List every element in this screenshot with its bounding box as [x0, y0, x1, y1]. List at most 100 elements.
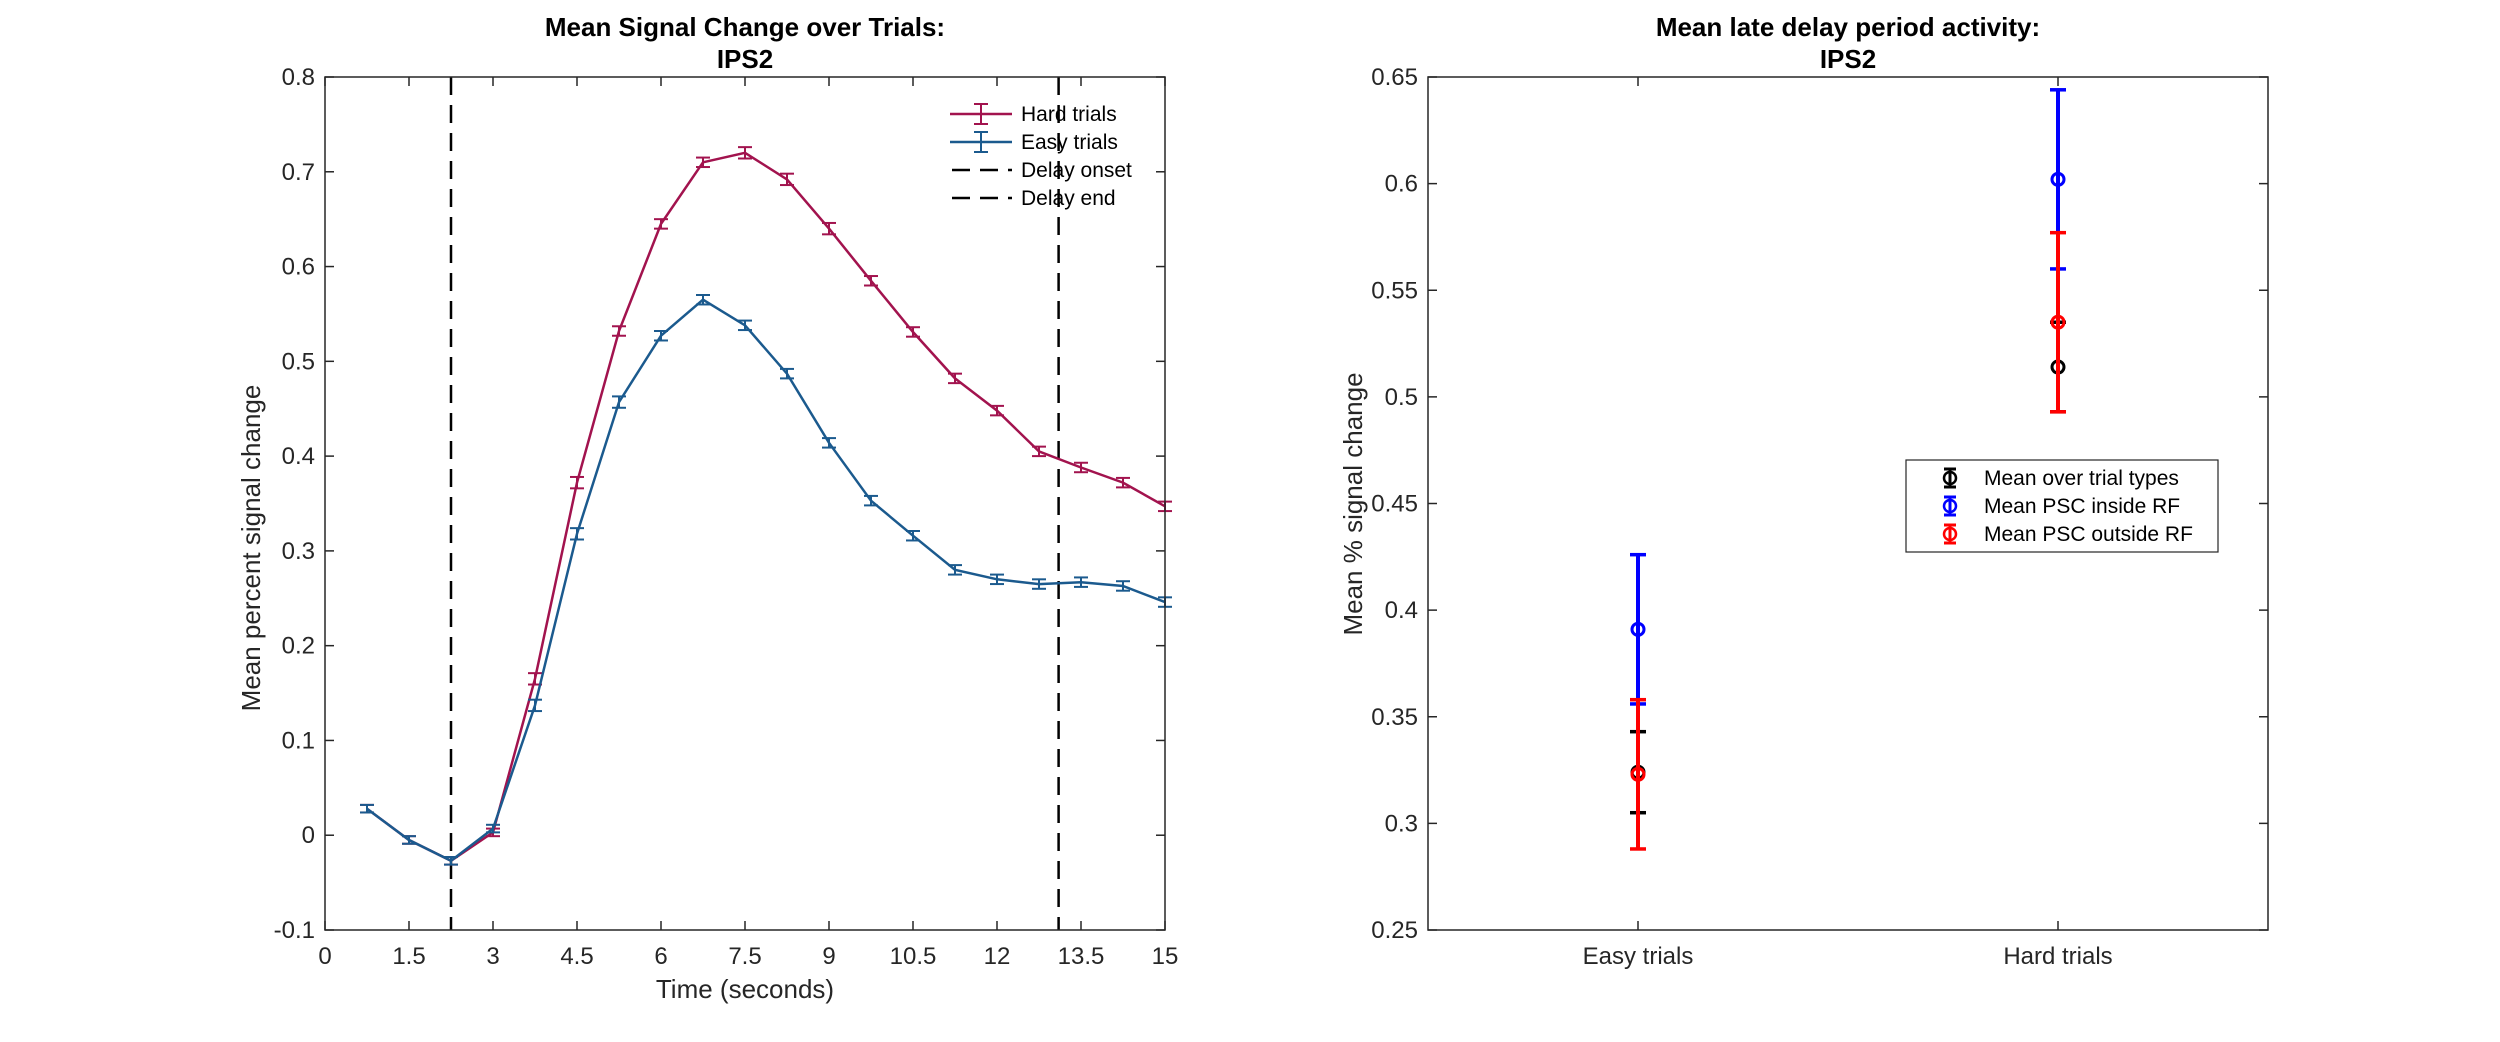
- chart1-data-point: [864, 494, 878, 507]
- chart2-data-point: [1630, 697, 1646, 851]
- chart2-legend: Mean over trial types Mean PSC inside RF M…: [1905, 459, 2219, 553]
- chart1-data-point: [864, 275, 878, 287]
- chart1-data-point: [1116, 580, 1130, 592]
- chart2-y-tick-label: 0.45: [1371, 491, 1418, 518]
- chart1-series-line: [366, 298, 1166, 863]
- chart1-data-point: [696, 293, 710, 306]
- chart1-data-point: [612, 395, 626, 409]
- chart1-legend-label: Delay onset: [1021, 159, 1132, 182]
- chart2-legend-swatch-marker: [1942, 498, 1958, 514]
- chart2-x-tick-label: Hard trials: [2003, 943, 2112, 970]
- chart1-y-tick-label: 0.8: [282, 64, 315, 91]
- chart1-series-line: [366, 151, 1166, 863]
- chart2-legend-item: Mean PSC inside RF: [1942, 495, 2180, 518]
- chart1-data-point: [990, 573, 1004, 586]
- chart1-data-point: [612, 325, 626, 337]
- chart1-data-point: [1032, 445, 1046, 458]
- chart2-y-tick-label: 0.4: [1385, 597, 1418, 624]
- chart1-y-tick-label: 0.3: [282, 538, 315, 565]
- signal-change-chart: Mean Signal Change over Trials: IPS2 Tim…: [236, 12, 1178, 1004]
- chart1-series-easy-trials: [360, 293, 1172, 866]
- chart1-data-point: [528, 698, 542, 713]
- chart2-series-mean-psc-inside-rf: [1630, 88, 2066, 706]
- chart1-data-point: [444, 856, 458, 866]
- chart1-data-point: [1116, 476, 1130, 489]
- chart1-legend-label: Hard trials: [1021, 103, 1117, 126]
- chart1-data-point: [738, 319, 752, 332]
- chart2-legend-label: Mean PSC inside RF: [1984, 495, 2180, 518]
- chart2-legend-swatch-marker: [1942, 470, 1958, 486]
- chart1-x-axis-label: Time (seconds): [656, 974, 834, 1004]
- chart2-y-tick-label: 0.25: [1371, 917, 1418, 944]
- chart1-y-tick-label: 0.1: [282, 727, 315, 754]
- chart2-ticks: Easy trials Hard trials 0.25 0.3 0.35 0.4 0.45…: [1371, 64, 2268, 970]
- chart2-title: Mean late delay period activity:: [1656, 12, 2040, 42]
- chart1-y-tick-label: 0.2: [282, 633, 315, 660]
- chart1-x-tick-label: 6: [654, 943, 667, 970]
- chart1-data-point: [1074, 461, 1088, 474]
- chart2-y-tick-label: 0.3: [1385, 810, 1418, 837]
- chart1-data-point: [1032, 578, 1046, 590]
- chart2-axes-frame: [1427, 76, 2269, 931]
- chart1-data-point: [948, 372, 962, 385]
- chart2-marker: [1630, 621, 1646, 637]
- chart2-series: [1630, 88, 2066, 851]
- chart1-x-tick-label: 1.5: [392, 943, 425, 970]
- chart1-data-point: [570, 475, 584, 490]
- chart1-data-point: [822, 221, 836, 236]
- chart1-data-point: [780, 172, 794, 187]
- chart1-data-point: [822, 437, 836, 449]
- chart1-x-tick-label: 15: [1152, 943, 1179, 970]
- chart1-ticks: 0 1.5 3 4.5 6 7.5 9 10.5 12 13.5 15-0.100.10.20.30…: [274, 64, 1179, 970]
- chart1-legend-item: Easy trials: [950, 131, 1118, 154]
- chart2-y-tick-label: 0.65: [1371, 64, 1418, 91]
- chart1-delay-lines: [449, 77, 1060, 930]
- chart2-data-point: [2050, 230, 2066, 414]
- chart1-x-tick-label: 13.5: [1058, 943, 1105, 970]
- chart1-x-tick-label: 4.5: [560, 943, 593, 970]
- chart1-data-point: [948, 564, 962, 576]
- chart2-legend-item: Mean PSC outside RF: [1942, 523, 2193, 546]
- chart1-data-point: [780, 367, 794, 380]
- chart2-legend-label: Mean over trial types: [1984, 467, 2179, 490]
- chart1-data-point: [1074, 576, 1088, 588]
- chart1-x-tick-label: 3: [486, 943, 499, 970]
- chart1-data-point: [990, 404, 1004, 417]
- chart1-data-point: [402, 835, 416, 845]
- chart1-legend-item: Delay end: [952, 187, 1116, 210]
- chart2-marker: [2050, 314, 2066, 330]
- chart2-legend-box: [1905, 459, 2219, 553]
- chart1-data-point: [654, 330, 668, 342]
- chart1-y-tick-label: -0.1: [274, 917, 315, 944]
- chart1-x-tick-label: 10.5: [890, 943, 937, 970]
- chart2-legend-swatch-marker: [1942, 526, 1958, 542]
- chart1-y-tick-label: 0: [302, 822, 315, 849]
- chart1-legend: Hard trials Easy trials Delay onset Delay e…: [950, 103, 1132, 210]
- chart1-legend-label: Easy trials: [1021, 131, 1118, 154]
- chart1-y-tick-label: 0.4: [282, 443, 315, 470]
- chart1-y-tick-label: 0.6: [282, 254, 315, 281]
- chart1-x-tick-label: 7.5: [728, 943, 761, 970]
- chart2-y-tick-label: 0.55: [1371, 277, 1418, 304]
- chart2-y-tick-label: 0.6: [1385, 171, 1418, 198]
- chart1-subtitle: IPS2: [717, 44, 773, 74]
- chart2-series-mean-over-trial-types: [1630, 320, 2066, 815]
- chart1-y-axis-label: Mean percent signal change: [236, 385, 266, 712]
- late-delay-activity-chart: Mean late delay period activity: IPS2 Me…: [1338, 12, 2269, 970]
- chart1-data-point: [570, 527, 584, 541]
- chart2-legend-label: Mean PSC outside RF: [1984, 523, 2193, 546]
- chart1-data-point: [654, 218, 668, 230]
- chart2-x-tick-label: Easy trials: [1583, 943, 1694, 970]
- chart1-series-hard-trials: [360, 146, 1172, 866]
- chart1-data-point: [738, 146, 752, 160]
- chart2-subtitle: IPS2: [1820, 44, 1876, 74]
- chart1-legend-item: Delay onset: [952, 159, 1132, 182]
- chart2-y-tick-label: 0.5: [1385, 384, 1418, 411]
- chart2-series-mean-psc-outside-rf: [1630, 230, 2066, 851]
- chart1-legend-label: Delay end: [1021, 187, 1116, 210]
- chart1-x-tick-label: 0: [318, 943, 331, 970]
- chart2-data-point: [1630, 552, 1646, 706]
- chart2-legend-item: Mean over trial types: [1942, 467, 2179, 490]
- chart2-marker: [2050, 171, 2066, 187]
